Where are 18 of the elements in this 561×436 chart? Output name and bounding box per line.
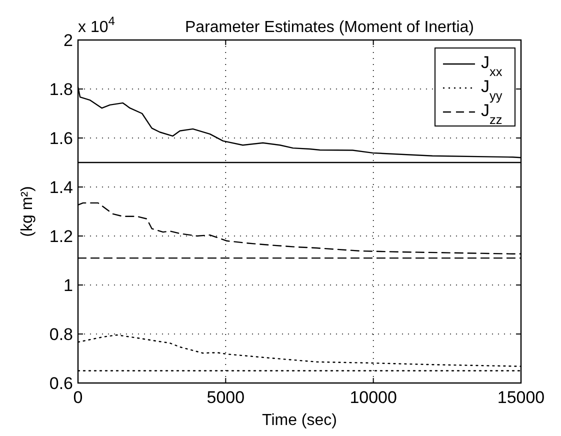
y-axis-title: (kg m²) <box>19 186 36 237</box>
x-tick-label: 10000 <box>350 388 397 407</box>
x-tick-label: 15000 <box>497 388 545 407</box>
y-tick-label: 1.8 <box>49 80 73 99</box>
y-tick-label: 0.6 <box>49 374 73 393</box>
y-tick-label: 0.8 <box>49 325 73 344</box>
x-tick-label: 0 <box>73 388 83 407</box>
y-tick-label: 1.4 <box>49 178 73 197</box>
legend-label: J$_{xx}$ <box>481 53 503 78</box>
y-tick-label: 1.6 <box>49 129 73 148</box>
y-tick-label: 1 <box>64 276 73 295</box>
text: x 10$^{4}$ <box>78 14 116 36</box>
y-tick-label: 1.2 <box>49 227 73 246</box>
x-axis-title: Time (sec) <box>262 412 337 429</box>
chart-title: Parameter Estimates (Moment of Inertia) <box>185 19 474 36</box>
legend-label: J$_{yy}$ <box>481 77 503 102</box>
y-tick-label: 2 <box>64 31 73 50</box>
x-tick-label: 5000 <box>206 388 245 407</box>
